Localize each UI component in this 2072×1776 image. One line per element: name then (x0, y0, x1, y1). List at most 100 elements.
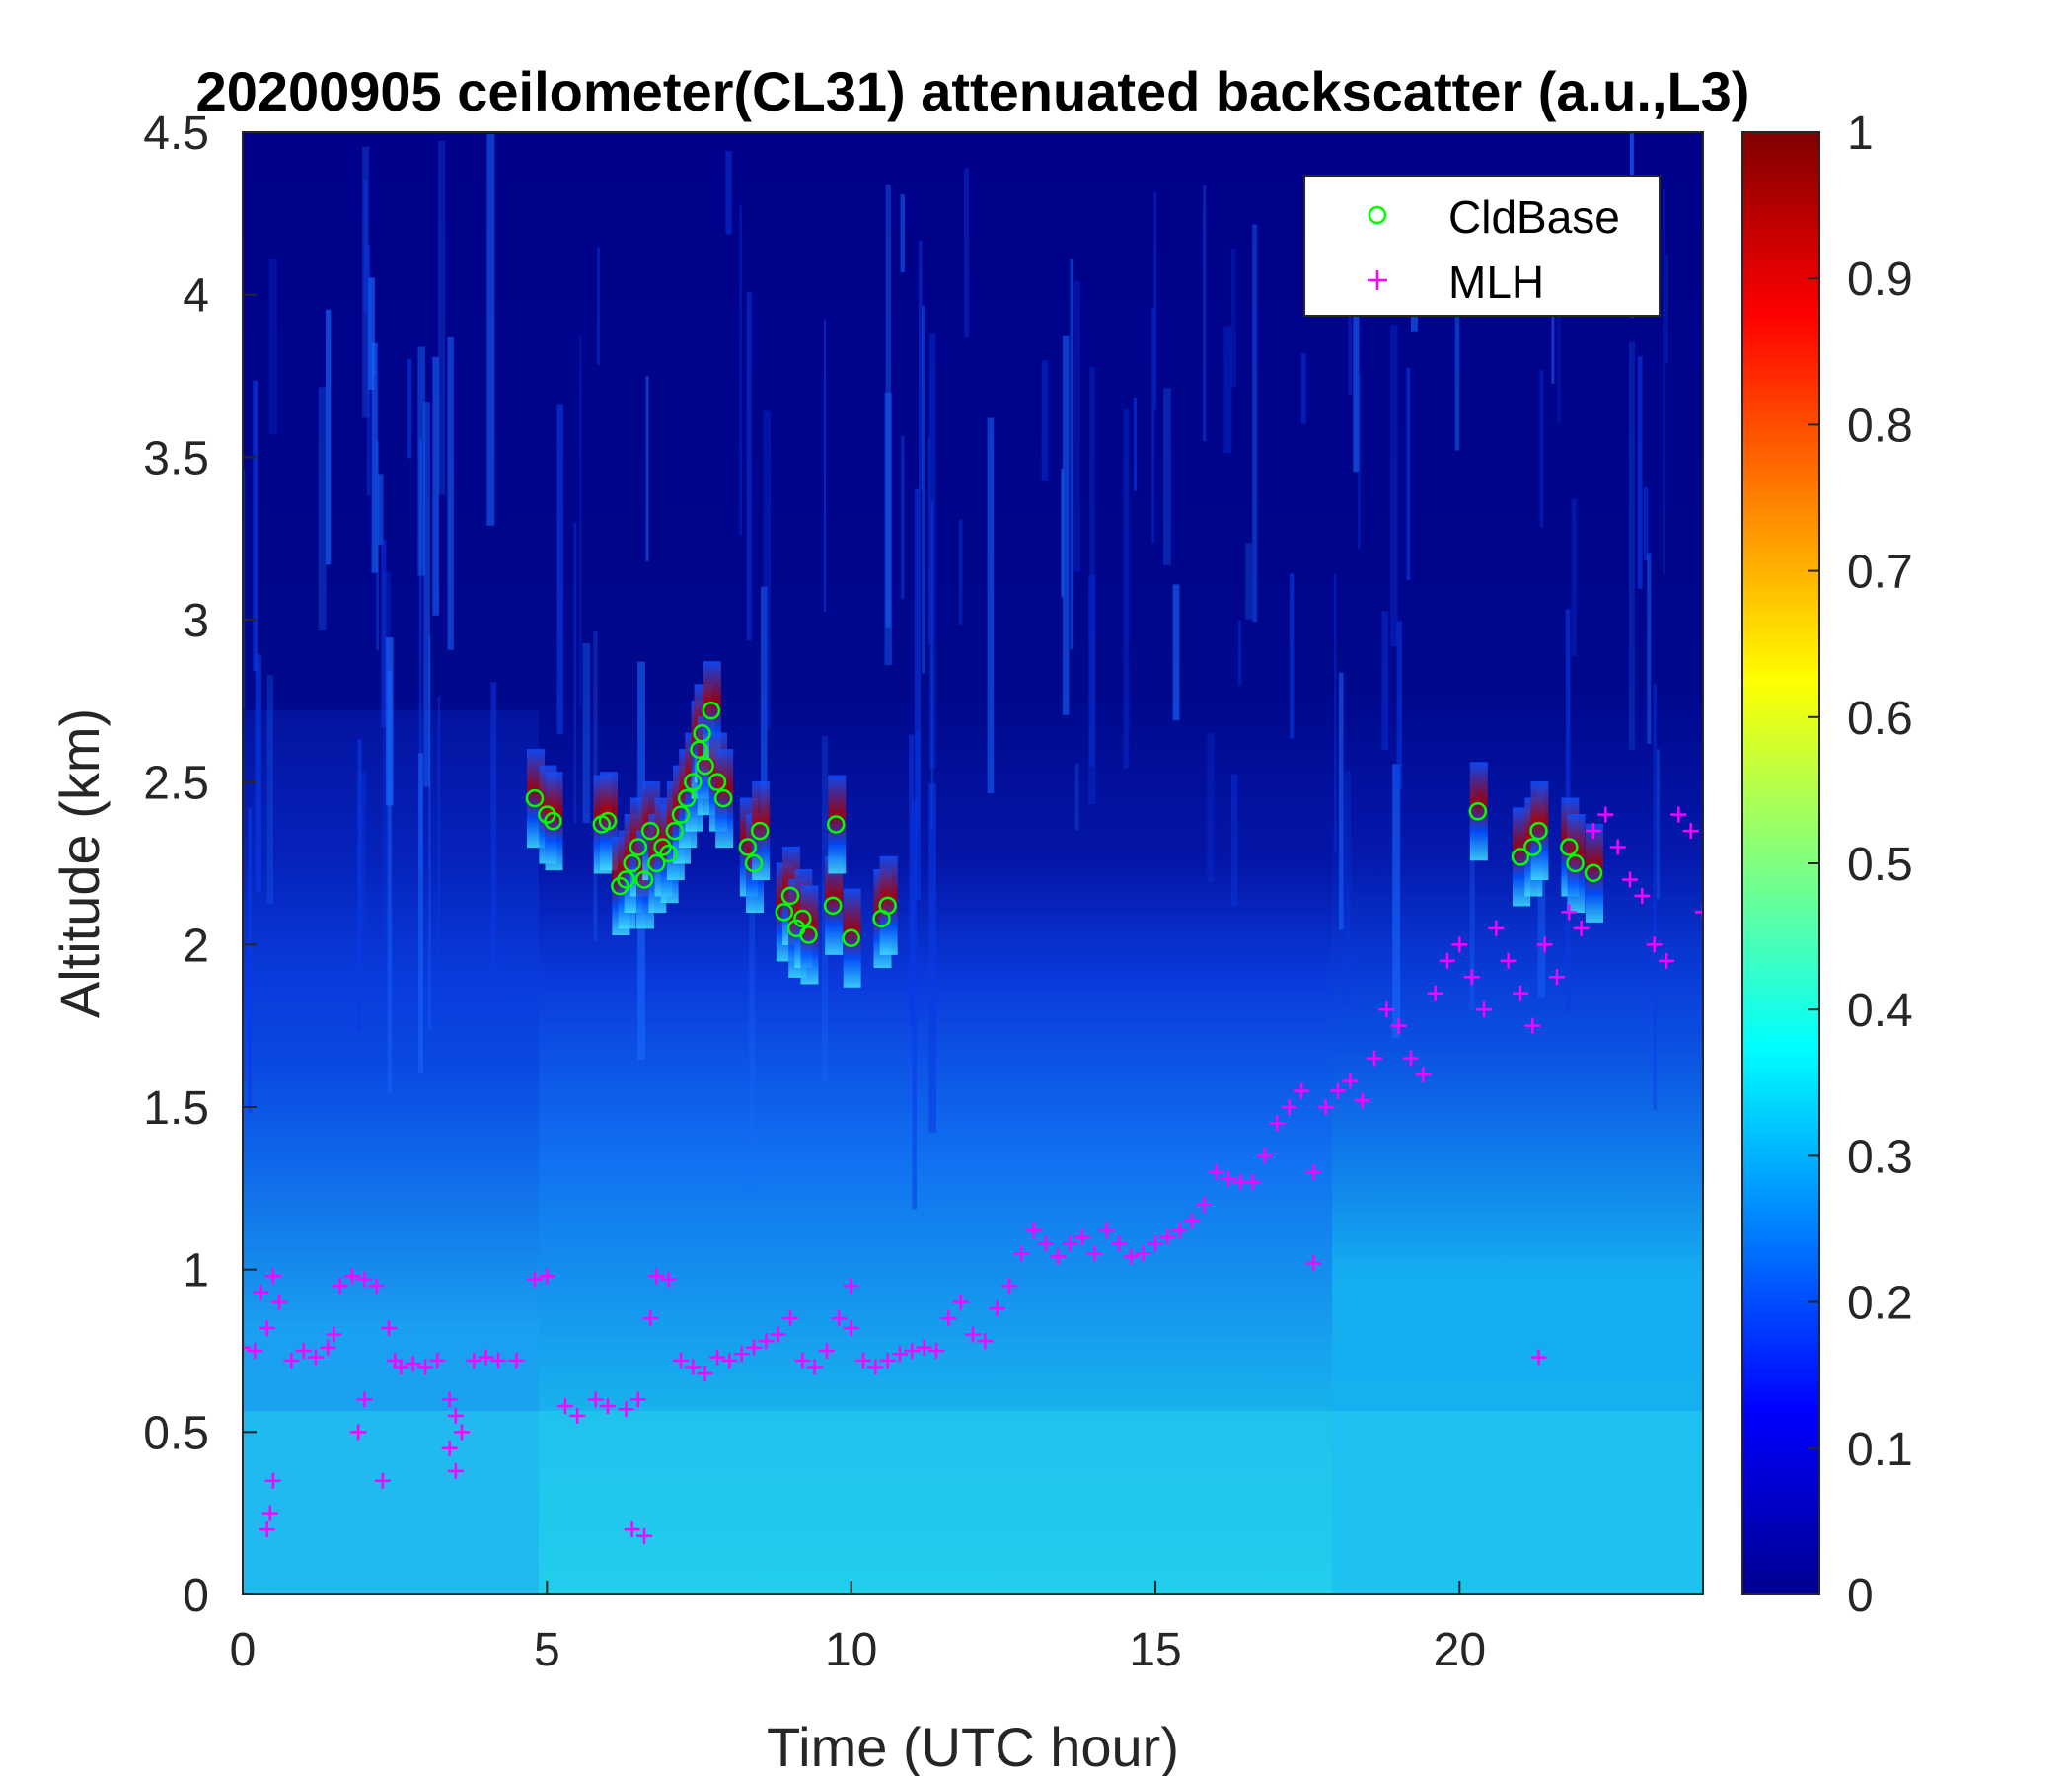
mlh-point (441, 1440, 458, 1456)
mlh-point (1184, 1213, 1200, 1229)
mlh-point (1390, 1017, 1407, 1034)
cldbase-point (640, 821, 660, 841)
backscatter-streak (1230, 774, 1238, 907)
mlh-point (441, 1391, 458, 1408)
colorbar-tick-label: 0.4 (1847, 985, 1913, 1037)
legend-entry-cldbase: CldBase (1448, 191, 1620, 243)
mlh-point (1098, 1222, 1115, 1239)
mlh-point (1038, 1235, 1054, 1252)
mlh-point (1367, 1050, 1382, 1067)
mlh-point (1634, 887, 1651, 904)
mlh-point (320, 1339, 336, 1356)
backscatter-streak (371, 342, 378, 573)
backscatter-streak (1070, 259, 1074, 650)
mlh-point (332, 1278, 348, 1295)
backscatter-streak (958, 519, 963, 625)
backscatter-streak (1089, 367, 1095, 767)
mlh-point (1001, 1278, 1017, 1295)
mlh-point (831, 1310, 848, 1327)
colorbar-tick-label: 0.1 (1847, 1424, 1913, 1476)
mlh-point (1659, 952, 1674, 969)
x-tick-label: 20 (1434, 1624, 1486, 1676)
mlh-point (1086, 1245, 1103, 1262)
mlh-point (1269, 1115, 1286, 1132)
backscatter-streak (1061, 469, 1064, 598)
backscatter-streak (1230, 249, 1236, 388)
mlh-point (429, 1352, 446, 1369)
x-tick-label: 0 (230, 1624, 257, 1676)
mlh-point (368, 1278, 385, 1295)
cldbase-point (671, 805, 691, 824)
legend[interactable]: CldBase MLH (1303, 175, 1661, 317)
backscatter-streak (326, 309, 332, 565)
backscatter-streak (1151, 308, 1155, 544)
colorbar-tick-label: 0.8 (1847, 400, 1913, 452)
cldbase-point (775, 903, 794, 922)
backscatter-streak (1663, 189, 1665, 575)
backscatter-streak (884, 393, 892, 666)
mlh-point (867, 1359, 884, 1375)
mlh-point (1440, 952, 1455, 969)
mlh-point (1171, 1222, 1188, 1239)
cldbase-point (780, 886, 800, 906)
cldbase-point (693, 724, 711, 743)
cldbase-point (617, 870, 635, 889)
legend-entry-mlh: MLH (1448, 257, 1544, 308)
backscatter-streak (357, 739, 362, 1031)
mlh-point (381, 1319, 397, 1336)
cloud-signal (828, 775, 847, 874)
colorbar-tick-label: 0.2 (1847, 1278, 1913, 1330)
mlh-point (447, 1407, 464, 1424)
mlh-point (1208, 1163, 1224, 1180)
cldbase-point (823, 896, 843, 916)
mlh-point (1524, 1017, 1541, 1034)
backscatter-streak (573, 522, 577, 824)
mlh-point (466, 1352, 482, 1369)
cloud-signal (545, 772, 563, 871)
backscatter-streak (645, 375, 649, 562)
backscatter-streak (376, 441, 379, 651)
legend-box (1303, 175, 1661, 317)
backscatter-streak (1207, 732, 1215, 883)
mlh-point (758, 1333, 775, 1350)
mlh-point (1294, 1082, 1309, 1099)
mlh-point (977, 1333, 994, 1350)
mlh-point (819, 1343, 835, 1359)
backscatter-streak (486, 134, 495, 526)
mlh-point (879, 1352, 896, 1369)
mlh-point (1500, 952, 1517, 969)
backscatter-streak (373, 375, 377, 468)
colorbar: 0 0.1 0.2 0.3 0.4 0.5 0.6 0.7 0.8 0.9 1 (1741, 108, 1913, 1622)
backscatter-streak (1074, 763, 1079, 831)
cldbase-point (623, 853, 641, 873)
backscatter-streak (739, 204, 743, 536)
mlh-point (1415, 1067, 1432, 1083)
backscatter-streak (253, 380, 259, 672)
cldbase-point (1584, 863, 1603, 883)
cldbase-point (713, 788, 733, 808)
cldbase-point (1511, 848, 1530, 866)
mlh-point (1074, 1228, 1090, 1245)
x-axis: 0 5 10 15 20 (230, 1581, 1486, 1676)
mlh-point (1257, 1147, 1273, 1164)
backscatter-streak (386, 637, 394, 806)
mlh-point (782, 1310, 798, 1327)
mlh-point (1561, 904, 1578, 921)
chart-title: 20200905 ceilometer(CL31) attenuated bac… (196, 60, 1750, 122)
mlh-point (344, 1268, 360, 1285)
cloud-signal (1586, 823, 1603, 923)
backscatter-streak (928, 783, 936, 1133)
backscatter-streak (928, 333, 936, 769)
cldbase-point (647, 853, 666, 873)
y-tick-label: 1.5 (143, 1082, 209, 1135)
backscatter-streak (912, 799, 917, 1210)
mlh-point (1670, 806, 1687, 823)
mlh-point (916, 1339, 932, 1356)
backscatter-streak (885, 184, 891, 628)
backscatter-streak (1300, 352, 1306, 424)
mlh-point (1476, 1001, 1492, 1018)
mlh-point (940, 1310, 957, 1327)
colorbar-tick-label: 0.5 (1847, 839, 1913, 891)
mlh-point (253, 1284, 269, 1300)
backscatter-streak (596, 247, 600, 365)
